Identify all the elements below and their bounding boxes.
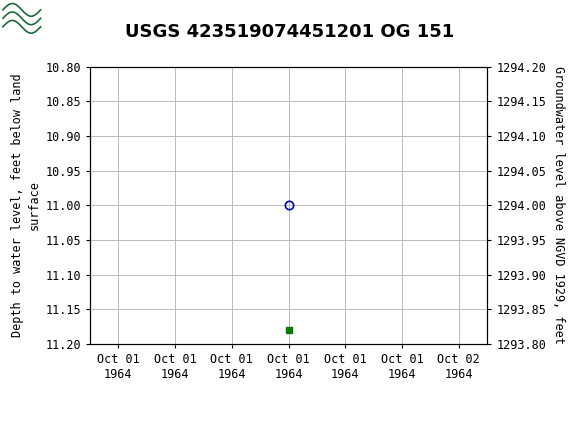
Y-axis label: Groundwater level above NGVD 1929, feet: Groundwater level above NGVD 1929, feet [552,66,565,344]
Text: USGS: USGS [48,9,99,27]
FancyBboxPatch shape [3,3,70,32]
Y-axis label: Depth to water level, feet below land
surface: Depth to water level, feet below land su… [11,74,41,337]
Text: USGS 423519074451201 OG 151: USGS 423519074451201 OG 151 [125,23,455,41]
